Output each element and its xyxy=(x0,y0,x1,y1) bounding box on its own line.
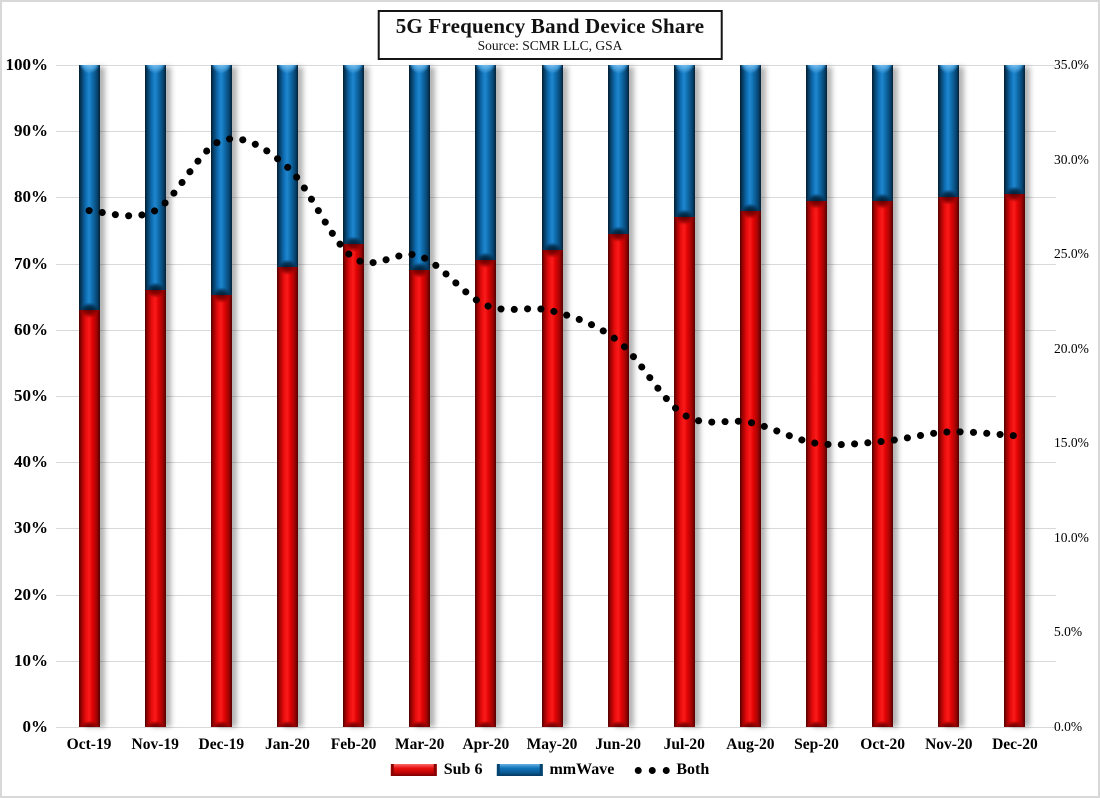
bar-column-Oct-20 xyxy=(872,65,894,727)
mmwave-bar-segment xyxy=(343,65,365,244)
chart-subtitle: Source: SCMR LLC, GSA xyxy=(477,38,623,53)
sub6-bar-segment xyxy=(806,201,828,727)
mmwave-bar-segment xyxy=(144,65,166,290)
sub6-bar-segment xyxy=(409,270,431,727)
mmwave-bar-segment xyxy=(938,65,960,197)
mmwave-bar-segment xyxy=(1004,65,1026,194)
x-axis-tick: Jun-20 xyxy=(595,736,641,753)
chart-title-box: 5G Frequency Band Device Share Source: S… xyxy=(377,10,723,60)
sub6-bar-segment xyxy=(872,201,894,727)
left-axis-tick: 60% xyxy=(14,319,48,339)
left-axis-tick: 20% xyxy=(14,584,48,604)
sub6-bar-segment xyxy=(276,267,298,727)
bar-column-Sep-20 xyxy=(806,65,828,727)
sub6-bar-segment xyxy=(210,295,232,727)
mmwave-bar-segment xyxy=(673,65,695,217)
x-axis-tick: Aug-20 xyxy=(726,736,775,753)
x-axis-tick: Nov-20 xyxy=(925,736,973,753)
x-axis-tick: May-20 xyxy=(526,736,578,753)
x-axis-tick: Nov-19 xyxy=(131,736,179,753)
bar-column-Jul-20 xyxy=(673,65,695,727)
legend-item-sub6: Sub 6 xyxy=(390,761,483,779)
bar-column-Nov-19 xyxy=(144,65,166,727)
plot-area xyxy=(56,65,1056,728)
left-axis-tick: 0% xyxy=(22,717,49,736)
right-axis-tick: 25.0% xyxy=(1054,246,1089,262)
right-axis-tick: 30.0% xyxy=(1054,151,1089,167)
left-axis-tick: 10% xyxy=(14,650,48,670)
sub6-bar-segment xyxy=(78,310,100,727)
x-axis-tick: Feb-20 xyxy=(330,736,377,753)
right-axis-tick: 0.0% xyxy=(1054,719,1083,734)
sub6-bar-segment xyxy=(938,197,960,727)
x-axis-tick: Dec-19 xyxy=(198,736,245,753)
mmwave-bar-segment xyxy=(739,65,761,211)
bar-column-Dec-20 xyxy=(1004,65,1026,727)
sub6-bar-segment xyxy=(144,290,166,727)
sub6-bar-segment xyxy=(673,217,695,727)
right-axis-tick: 15.0% xyxy=(1054,435,1089,451)
mmwave-bar-segment xyxy=(872,65,894,201)
legend: Sub 6 mmWave Both xyxy=(390,761,709,779)
mmwave-bar-segment xyxy=(607,65,629,234)
x-axis-tick: Apr-20 xyxy=(462,736,510,753)
gridline xyxy=(56,727,1056,728)
sub6-bar-segment xyxy=(343,244,365,727)
right-axis-tick: 5.0% xyxy=(1054,624,1083,640)
right-axis-tick: 20.0% xyxy=(1054,340,1089,356)
mmwave-bar-segment xyxy=(475,65,497,260)
mmwave-bar-segment xyxy=(409,65,431,270)
legend-item-mmwave: mmWave xyxy=(496,761,614,779)
sub6-bar-segment xyxy=(607,234,629,727)
mmwave-bar-segment xyxy=(276,65,298,267)
bar-column-Feb-20 xyxy=(343,65,365,727)
right-axis-tick: 10.0% xyxy=(1054,529,1089,545)
legend-label-sub6: Sub 6 xyxy=(443,761,483,778)
left-axis-tick: 100% xyxy=(5,55,49,74)
sub6-bar-segment xyxy=(541,250,563,727)
sub6-bar-segment xyxy=(739,211,761,727)
bar-column-Dec-19 xyxy=(210,65,232,727)
left-axis-tick: 80% xyxy=(14,187,48,207)
bar-column-Jan-20 xyxy=(276,65,298,727)
bar-column-Mar-20 xyxy=(409,65,431,727)
bar-column-Jun-20 xyxy=(607,65,629,727)
x-axis-tick: Oct-19 xyxy=(66,736,112,753)
bar-column-Apr-20 xyxy=(475,65,497,727)
x-axis-tick: Jul-20 xyxy=(663,736,705,753)
legend-label-mmwave: mmWave xyxy=(549,761,615,778)
legend-item-both: Both xyxy=(628,761,709,779)
left-axis-tick: 70% xyxy=(14,253,48,273)
sub6-bar-segment xyxy=(475,260,497,727)
chart-title: 5G Frequency Band Device Share xyxy=(395,14,705,38)
right-axis-tick: 35.0% xyxy=(1054,57,1089,72)
mmwave-bar-segment xyxy=(78,65,100,310)
x-axis-tick: Sep-20 xyxy=(794,736,839,753)
bar-column-Aug-20 xyxy=(739,65,761,727)
left-axis-tick: 30% xyxy=(14,518,48,538)
legend-label-both: Both xyxy=(676,761,710,778)
x-axis-tick: Dec-20 xyxy=(992,736,1038,753)
legend-dots-both-icon xyxy=(634,766,670,774)
left-axis-tick: 40% xyxy=(14,452,48,472)
mmwave-bar-segment xyxy=(541,65,563,250)
left-axis-tick: 90% xyxy=(14,121,48,141)
bar-column-May-20 xyxy=(541,65,563,727)
sub6-bar-segment xyxy=(1004,194,1026,727)
mmwave-bar-segment xyxy=(806,65,828,201)
bar-column-Oct-19 xyxy=(78,65,100,727)
mmwave-bar-segment xyxy=(210,65,232,295)
bar-column-Nov-20 xyxy=(938,65,960,727)
x-axis-tick: Mar-20 xyxy=(395,736,445,753)
x-axis-tick: Oct-20 xyxy=(860,736,906,753)
x-axis-tick: Jan-20 xyxy=(265,736,310,753)
left-axis-tick: 50% xyxy=(14,386,48,405)
legend-swatch-sub6-icon xyxy=(390,764,437,776)
legend-swatch-mmwave-icon xyxy=(496,764,543,776)
